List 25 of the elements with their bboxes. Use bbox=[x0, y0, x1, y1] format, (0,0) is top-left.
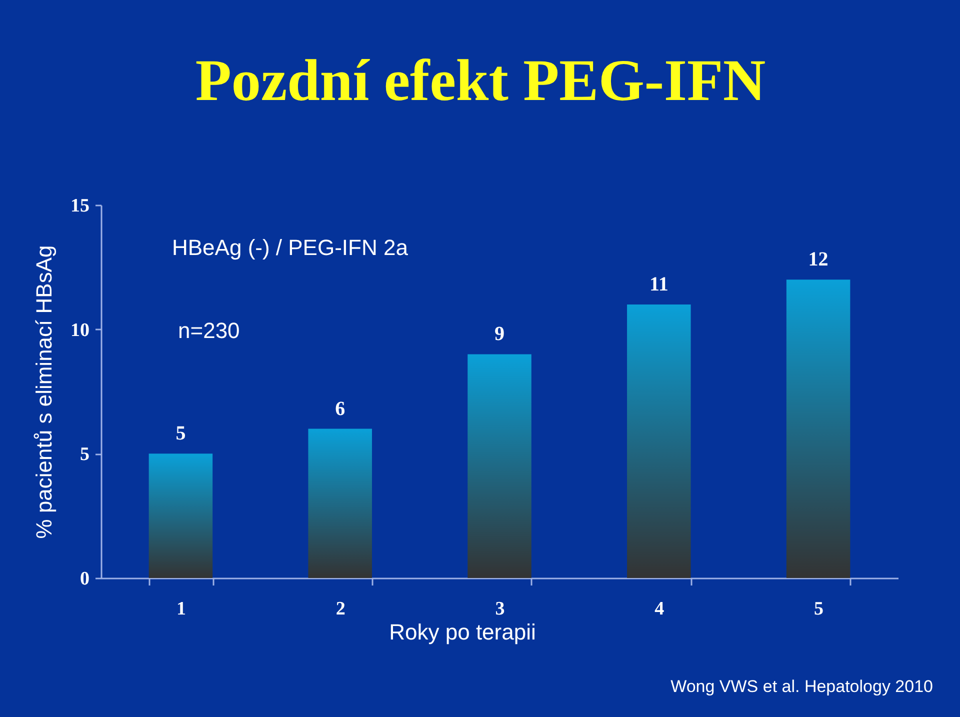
annotation: HBeAg (-) / PEG-IFN 2a bbox=[172, 235, 409, 260]
annotation: n=230 bbox=[178, 318, 240, 343]
bar bbox=[627, 304, 691, 578]
x-tick-label: 2 bbox=[336, 598, 346, 620]
y-axis-title: % pacientů s eliminací HBsAg bbox=[32, 245, 56, 539]
data-label: 12 bbox=[808, 248, 828, 271]
data-label: 11 bbox=[649, 273, 668, 296]
x-tick-label: 1 bbox=[176, 598, 186, 620]
bar bbox=[308, 428, 372, 578]
y-tick-label: 15 bbox=[70, 196, 90, 216]
data-label: 6 bbox=[335, 398, 346, 420]
bar bbox=[468, 354, 532, 578]
y-tick-label: 0 bbox=[80, 568, 90, 590]
bar bbox=[148, 454, 213, 578]
data-label: 9 bbox=[494, 323, 504, 346]
text: Wong VWS et al. Hepatology 2010 bbox=[670, 677, 933, 696]
bar bbox=[786, 280, 850, 578]
x-tick-label: 5 bbox=[814, 598, 824, 620]
x-tick-label: 4 bbox=[654, 598, 665, 620]
x-axis-title: Roky po terapii bbox=[389, 620, 536, 644]
x-tick-label: 3 bbox=[495, 598, 505, 620]
data-label: 5 bbox=[176, 422, 186, 445]
y-tick-label: 5 bbox=[80, 444, 90, 466]
chart-title: Pozdní efekt PEG-IFN bbox=[195, 47, 766, 113]
y-tick-label: 10 bbox=[70, 320, 90, 341]
